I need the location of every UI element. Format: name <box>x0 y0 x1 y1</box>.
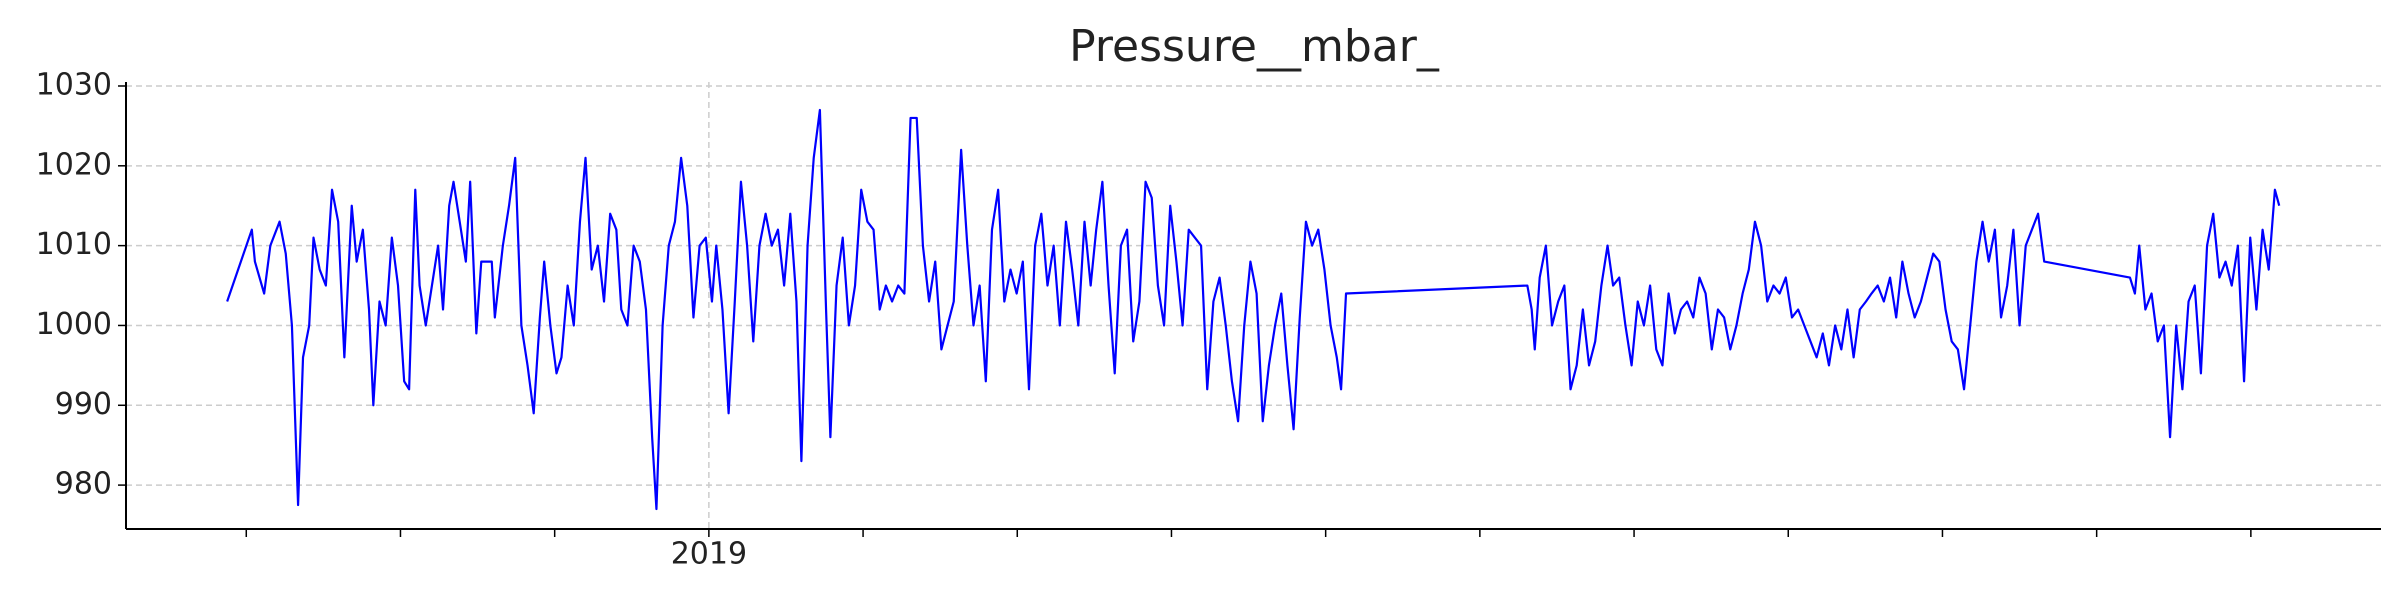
y-tick-label: 1030 <box>36 67 112 102</box>
x-tick-label: 2019 <box>671 537 747 572</box>
chart-title: Pressure__mbar_ <box>1069 21 1440 72</box>
data-line <box>226 108 2281 511</box>
ticks: 980 990 1000 1010 1020 1030 2019 <box>36 67 2252 572</box>
y-tick-label: 1010 <box>36 227 112 262</box>
y-tick-label: 980 <box>55 467 112 502</box>
plot <box>226 108 2281 511</box>
y-tick-label: 1020 <box>36 147 112 182</box>
y-tick-label: 1000 <box>36 307 112 342</box>
y-tick-label: 990 <box>55 387 112 422</box>
